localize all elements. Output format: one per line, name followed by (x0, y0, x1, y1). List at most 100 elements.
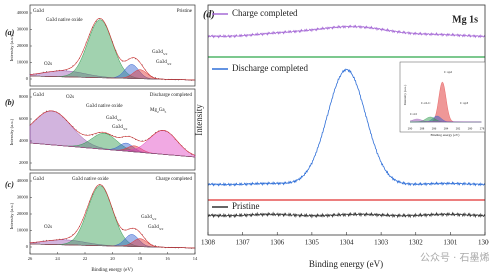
inset-x-tick-label: 280 (468, 127, 473, 131)
y-label: Intensity (a.u.) (9, 118, 14, 145)
raw-point (46, 239, 47, 241)
inset-x-label: Binding energy (eV) (431, 133, 461, 137)
inset-peak-label: C sp3 (460, 101, 468, 105)
raw-point (95, 133, 97, 135)
inset-peak-label: C=O (410, 112, 417, 116)
inset-peak (409, 118, 482, 123)
envelope (29, 184, 195, 249)
peak-label: Ga3d5/2 (152, 50, 168, 56)
x-tick-label: 26 (28, 256, 33, 261)
y-label: Intensity (a.u.) (9, 202, 14, 229)
subscript: 5/2 (117, 118, 122, 122)
label: O2s (44, 62, 52, 67)
y-tick-label: 2000 (19, 160, 29, 165)
label-part: Ga3d (156, 60, 167, 65)
inset-x-tick-label: 290 (408, 127, 413, 131)
y-tick-label: 40000 (17, 10, 29, 15)
watermark: 公众号 · 石墨烯研究 (420, 251, 489, 264)
raw-point (92, 134, 94, 136)
x-tick-label: 1308 (201, 239, 216, 247)
peak-label: Ga3d3/2 (156, 60, 172, 66)
title: Mg 1s (452, 14, 478, 25)
peak-label: Ga3d5/2 (106, 116, 122, 122)
raw-point (154, 245, 156, 247)
x-tick-label: 1307 (236, 239, 251, 247)
pristine-spectrum (207, 211, 486, 219)
label: Pristine (177, 9, 193, 14)
inset-y-label: Intensity (a.u.) (403, 84, 407, 105)
label-part: Ga3d (112, 125, 123, 130)
raw-point (46, 71, 47, 73)
inset-peak-label: C-O-C (421, 101, 431, 105)
y-tick-label: 40000 (17, 178, 29, 183)
y-tick-label: 30000 (17, 195, 29, 200)
y-tick-label: 0 (26, 244, 29, 249)
x-label: Binding energy (eV) (309, 259, 383, 269)
peak-label: Mg2Ga5 (150, 108, 167, 114)
inset-peak-label: C sp2 (444, 70, 452, 74)
inset-x-tick-label: 282 (456, 127, 461, 131)
x-tick-label: 18 (138, 256, 143, 261)
inset-spectrum (409, 81, 482, 123)
label: Charge completed (156, 177, 193, 182)
legend-label: Charge completed (232, 8, 298, 18)
x-tick-label: 24 (55, 256, 60, 261)
raw-point (154, 77, 156, 79)
x-label: Binding energy (eV) (91, 268, 133, 273)
subscript: 5/2 (163, 52, 168, 56)
label: Ga3d native oxide (46, 18, 83, 23)
y-tick-label: 20000 (17, 43, 29, 48)
y-tick-label: 4000 (19, 138, 29, 143)
y-tick-label: 6000 (19, 116, 29, 121)
raw-point (46, 110, 47, 112)
background (29, 142, 196, 158)
peak-label: Ga3d5/2 (141, 215, 157, 221)
panel-letter: (d) (203, 9, 215, 20)
panel-letter: (c) (5, 180, 14, 189)
raw-point (42, 71, 44, 73)
peak-label: Ga3d3/2 (148, 225, 164, 231)
fit-peak (30, 185, 195, 249)
y-tick-label: 30000 (17, 27, 29, 32)
label: Ga3d (33, 177, 44, 182)
panel-frame (29, 4, 196, 87)
label: O2s (66, 95, 74, 100)
panel-letter: (a) (5, 28, 15, 37)
x-tick-label: 1301 (443, 239, 458, 247)
peak-label: Ga3d3/2 (112, 125, 128, 131)
x-tick-label: 1306 (270, 239, 285, 247)
x-tick-label: 20 (110, 256, 115, 261)
label-part: Ga3d (106, 116, 117, 121)
subscript: 5 (165, 110, 167, 114)
raw-point (42, 240, 44, 242)
label: Ga3d native oxide (86, 104, 123, 109)
y-tick-label: 8000 (19, 94, 29, 99)
y-tick-label: 10000 (17, 228, 29, 233)
y-tick-label: 20000 (17, 211, 29, 216)
x-tick-label: 1304 (340, 239, 355, 247)
inset-x-tick-label: 288 (420, 127, 425, 131)
label: Ga3d (33, 93, 44, 98)
discharge-spectrum (207, 68, 486, 187)
subscript: 3/2 (123, 127, 128, 131)
legend-label: Discharge completed (232, 63, 309, 73)
label: Ga3d native oxide (72, 177, 109, 182)
x-tick-label: 1303 (374, 239, 389, 247)
inset-x-tick-label: 284 (444, 127, 449, 131)
label-part: Ga3d (141, 215, 152, 220)
label-part: Ga3d (148, 225, 159, 230)
inset-x-tick-label: 278 (480, 127, 485, 131)
label-part: Ga3d (152, 50, 163, 55)
panel-letter: (b) (5, 98, 15, 107)
legend-label: Pristine (232, 201, 260, 211)
subscript: 5/2 (152, 217, 157, 221)
label: O2s (44, 225, 52, 230)
y-tick-label: 10000 (17, 60, 29, 65)
label-part: Ga (159, 108, 166, 113)
subscript: 3/2 (159, 227, 164, 231)
label-part: Mg (150, 108, 157, 113)
envelope (29, 18, 195, 81)
x-tick-label: 1300 (478, 239, 489, 247)
spectra (29, 17, 486, 249)
